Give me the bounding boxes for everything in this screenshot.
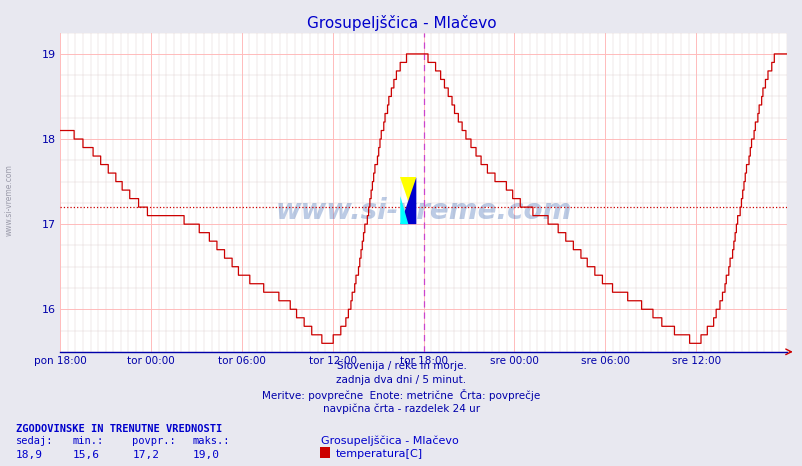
Text: navpična črta - razdelek 24 ur: navpična črta - razdelek 24 ur [322, 403, 480, 414]
Text: povpr.:: povpr.: [132, 436, 176, 445]
Text: Meritve: povprečne  Enote: metrične  Črta: povprečje: Meritve: povprečne Enote: metrične Črta:… [262, 389, 540, 401]
Text: 17,2: 17,2 [132, 450, 160, 459]
Text: www.si-vreme.com: www.si-vreme.com [5, 164, 14, 236]
Polygon shape [400, 196, 407, 224]
Polygon shape [400, 178, 415, 224]
Text: Grosupeljščica - Mlačevo: Grosupeljščica - Mlačevo [306, 15, 496, 31]
Text: maks.:: maks.: [192, 436, 230, 445]
Text: 18,9: 18,9 [16, 450, 43, 459]
Text: sedaj:: sedaj: [16, 436, 54, 445]
Text: Slovenija / reke in morje.: Slovenija / reke in morje. [336, 361, 466, 371]
Polygon shape [400, 178, 415, 224]
Text: Grosupeljščica - Mlačevo: Grosupeljščica - Mlačevo [321, 436, 459, 446]
Text: www.si-vreme.com: www.si-vreme.com [275, 198, 571, 226]
Text: 15,6: 15,6 [72, 450, 99, 459]
Text: zadnja dva dni / 5 minut.: zadnja dva dni / 5 minut. [336, 375, 466, 385]
Text: 19,0: 19,0 [192, 450, 220, 459]
Text: temperatura[C]: temperatura[C] [335, 449, 422, 459]
Text: ZGODOVINSKE IN TRENUTNE VREDNOSTI: ZGODOVINSKE IN TRENUTNE VREDNOSTI [16, 424, 222, 434]
Text: min.:: min.: [72, 436, 103, 445]
